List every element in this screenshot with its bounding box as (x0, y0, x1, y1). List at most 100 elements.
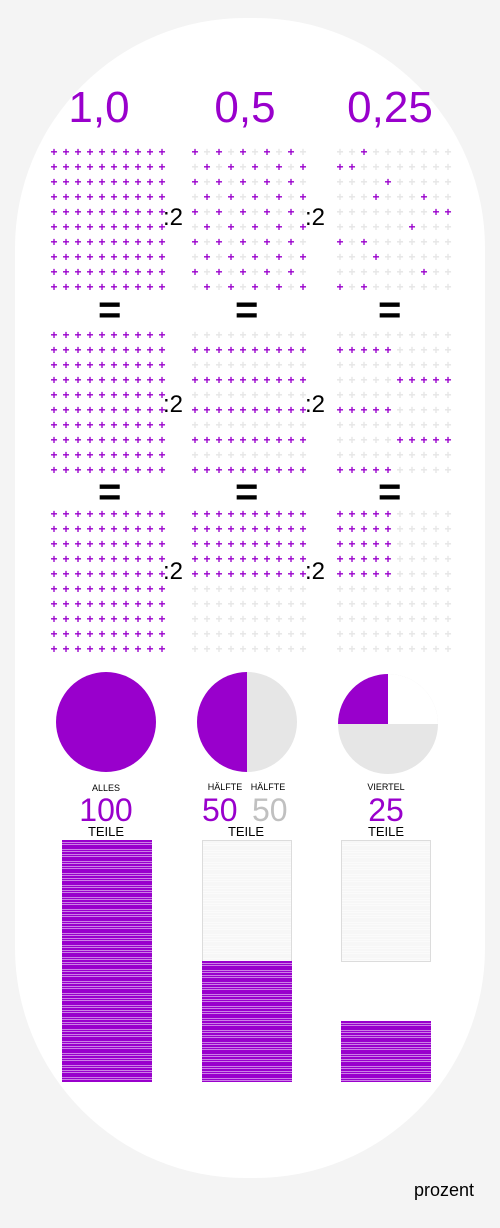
plus-mark: + (110, 328, 118, 342)
plus-mark: + (348, 373, 356, 387)
plus-mark: + (275, 388, 283, 402)
plus-mark: + (348, 463, 356, 477)
plus-mark: + (158, 220, 166, 234)
plus-mark: + (396, 507, 404, 521)
plus-mark: + (287, 627, 295, 641)
plus-mark: + (146, 145, 154, 159)
plus-mark: + (98, 448, 106, 462)
plus-mark: + (158, 373, 166, 387)
plus-mark: + (372, 235, 380, 249)
plus-mark: + (74, 552, 82, 566)
plus-mark: + (384, 522, 392, 536)
plus-mark: + (191, 145, 199, 159)
plus-mark: + (384, 507, 392, 521)
plus-mark: + (122, 612, 130, 626)
plus-mark: + (62, 597, 70, 611)
plus-mark: + (98, 567, 106, 581)
plus-mark: + (239, 433, 247, 447)
plus-mark: + (122, 388, 130, 402)
plus-mark: + (263, 373, 271, 387)
plus-mark: + (98, 403, 106, 417)
plus-mark: + (408, 597, 416, 611)
plus-mark: + (215, 552, 223, 566)
plus-mark: + (86, 280, 94, 294)
plus-mark: + (146, 328, 154, 342)
plus-mark: + (287, 250, 295, 264)
plus-mark: + (444, 448, 452, 462)
plus-mark: + (227, 522, 235, 536)
plus-mark: + (263, 328, 271, 342)
plus-mark: + (50, 160, 58, 174)
plus-mark: + (263, 388, 271, 402)
plus-mark: + (348, 343, 356, 357)
plus-mark: + (134, 552, 142, 566)
plus-mark: + (191, 190, 199, 204)
plus-mark: + (263, 552, 271, 566)
plus-mark: + (432, 448, 440, 462)
plus-mark: + (62, 220, 70, 234)
plus-mark: + (62, 507, 70, 521)
plus-mark: + (444, 552, 452, 566)
plus-mark: + (444, 280, 452, 294)
plus-mark: + (86, 388, 94, 402)
plus-mark: + (122, 328, 130, 342)
plus-mark: + (251, 627, 259, 641)
plus-mark: + (122, 220, 130, 234)
plus-mark: + (275, 448, 283, 462)
plus-mark: + (263, 507, 271, 521)
plus-mark: + (275, 358, 283, 372)
plus-mark: + (239, 522, 247, 536)
plus-mark: + (203, 220, 211, 234)
plus-mark: + (372, 250, 380, 264)
plus-mark: + (372, 567, 380, 581)
plus-mark: + (299, 567, 307, 581)
bar-50-empty (202, 840, 292, 962)
plus-mark: + (146, 205, 154, 219)
plus-mark: + (384, 373, 392, 387)
plus-mark: + (86, 403, 94, 417)
plus-mark: + (227, 463, 235, 477)
plus-mark: + (146, 418, 154, 432)
plus-mark: + (50, 145, 58, 159)
plus-mark: + (239, 388, 247, 402)
plus-mark: + (191, 582, 199, 596)
plus-mark: + (146, 433, 154, 447)
plus-mark: + (215, 403, 223, 417)
plus-mark: + (239, 552, 247, 566)
plus-mark: + (372, 373, 380, 387)
plus-mark: + (158, 403, 166, 417)
plus-mark: + (110, 160, 118, 174)
plus-mark: + (396, 522, 404, 536)
plus-mark: + (348, 433, 356, 447)
plus-mark: + (134, 175, 142, 189)
plus-mark: + (408, 373, 416, 387)
plus-mark: + (299, 280, 307, 294)
plus-mark: + (336, 403, 344, 417)
plus-mark: + (275, 250, 283, 264)
plus-mark: + (215, 597, 223, 611)
plus-mark: + (122, 190, 130, 204)
plus-mark: + (158, 343, 166, 357)
plus-mark: + (146, 175, 154, 189)
plus-mark: + (408, 220, 416, 234)
plus-mark: + (348, 280, 356, 294)
plus-mark: + (227, 160, 235, 174)
plus-mark: + (74, 507, 82, 521)
plus-mark: + (251, 597, 259, 611)
plus-mark: + (74, 220, 82, 234)
plus-mark: + (432, 160, 440, 174)
plus-mark: + (215, 265, 223, 279)
plus-mark: + (110, 220, 118, 234)
plus-mark: + (134, 627, 142, 641)
plus-mark: + (396, 537, 404, 551)
plus-mark: + (263, 358, 271, 372)
plus-mark: + (275, 463, 283, 477)
plus-mark: + (134, 358, 142, 372)
plus-mark: + (74, 280, 82, 294)
plus-mark: + (146, 642, 154, 656)
plus-mark: + (134, 522, 142, 536)
plus-mark: + (158, 463, 166, 477)
plus-mark: + (110, 537, 118, 551)
plus-mark: + (348, 522, 356, 536)
plus-mark: + (50, 552, 58, 566)
